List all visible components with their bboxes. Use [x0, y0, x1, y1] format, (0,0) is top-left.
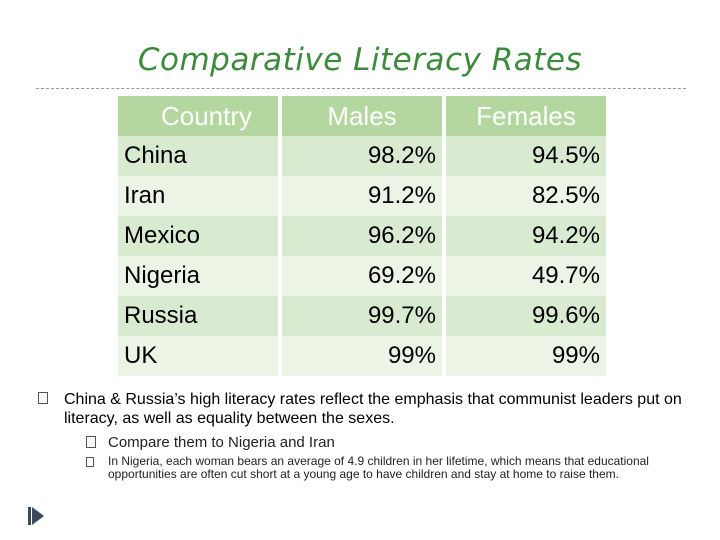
play-arrow-icon[interactable]	[32, 507, 44, 525]
cell-females: 94.5%	[446, 136, 606, 176]
table-row: Russia 99.7% 99.6%	[118, 296, 606, 336]
cell-females: 82.5%	[446, 176, 606, 216]
cell-country: Russia	[118, 296, 278, 336]
cell-country: Iran	[118, 176, 278, 216]
header-males: Males	[282, 96, 442, 136]
slide-nav-bar	[28, 507, 31, 525]
header-country: Country	[118, 96, 278, 136]
bullet-level3: In Nigeria, each woman bears an average …	[86, 455, 686, 481]
cell-country: China	[118, 136, 278, 176]
cell-males: 96.2%	[282, 216, 442, 256]
title-divider	[36, 88, 686, 89]
table-row: Iran 91.2% 82.5%	[118, 176, 606, 216]
slide-title: Comparative Literacy Rates	[137, 42, 583, 78]
cell-males: 99.7%	[282, 296, 442, 336]
bullet-box-icon	[86, 436, 96, 448]
bullet-level3-text: In Nigeria, each woman bears an average …	[108, 454, 649, 481]
table-row: China 98.2% 94.5%	[118, 136, 606, 176]
header-females: Females	[446, 96, 606, 136]
literacy-table: Country Males Females China 98.2% 94.5% …	[118, 96, 606, 376]
cell-country: UK	[118, 336, 278, 376]
bullet-level1: China & Russia’s high literacy rates ref…	[38, 390, 688, 428]
cell-females: 94.2%	[446, 216, 606, 256]
bullet-box-icon	[86, 457, 94, 467]
table-row: Mexico 96.2% 94.2%	[118, 216, 606, 256]
bullet-level1-text: China & Russia’s high literacy rates ref…	[64, 391, 682, 427]
bullet-level2: Compare them to Nigeria and Iran	[86, 434, 686, 452]
bullet-box-icon	[38, 392, 48, 404]
cell-males: 99%	[282, 336, 442, 376]
cell-males: 69.2%	[282, 256, 442, 296]
table-row: UK 99% 99%	[118, 336, 606, 376]
bullet-level2-text: Compare them to Nigeria and Iran	[108, 434, 335, 451]
cell-females: 49.7%	[446, 256, 606, 296]
cell-country: Mexico	[118, 216, 278, 256]
table-row: Nigeria 69.2% 49.7%	[118, 256, 606, 296]
table-header-row: Country Males Females	[118, 96, 606, 136]
cell-males: 98.2%	[282, 136, 442, 176]
cell-country: Nigeria	[118, 256, 278, 296]
cell-females: 99%	[446, 336, 606, 376]
cell-females: 99.6%	[446, 296, 606, 336]
cell-males: 91.2%	[282, 176, 442, 216]
